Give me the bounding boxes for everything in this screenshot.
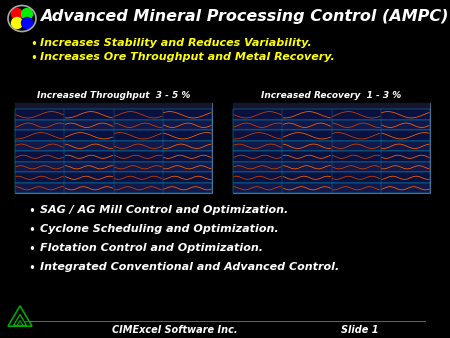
Bar: [233, 172, 430, 183]
Text: •: •: [28, 224, 35, 237]
Text: CIMExcel Software Inc.: CIMExcel Software Inc.: [112, 325, 238, 335]
Bar: [15, 120, 212, 130]
Bar: [233, 141, 430, 151]
Text: Cyclone Scheduling and Optimization.: Cyclone Scheduling and Optimization.: [40, 224, 279, 234]
Text: Increases Ore Throughput and Metal Recovery.: Increases Ore Throughput and Metal Recov…: [40, 52, 335, 62]
Text: Increases Stability and Reduces Variability.: Increases Stability and Reduces Variabil…: [40, 38, 312, 48]
Text: •: •: [28, 205, 35, 218]
Text: Slide 1: Slide 1: [341, 325, 379, 335]
Text: Advanced Mineral Processing Control (AMPC): Advanced Mineral Processing Control (AMP…: [40, 9, 449, 24]
Bar: [233, 109, 430, 120]
Bar: [233, 151, 430, 162]
Bar: [15, 151, 212, 162]
Bar: [233, 120, 430, 130]
Bar: [233, 162, 430, 172]
Text: Flotation Control and Optimization.: Flotation Control and Optimization.: [40, 243, 263, 253]
Bar: [15, 103, 212, 193]
Text: •: •: [28, 243, 35, 256]
Text: Increased Throughput  3 - 5 %: Increased Throughput 3 - 5 %: [37, 91, 190, 100]
Circle shape: [22, 8, 32, 20]
Bar: [15, 162, 212, 172]
Text: •: •: [30, 38, 37, 51]
Text: Increased Recovery  1 - 3 %: Increased Recovery 1 - 3 %: [261, 91, 401, 100]
Bar: [15, 172, 212, 183]
Circle shape: [22, 18, 32, 28]
Circle shape: [12, 8, 22, 20]
Bar: [233, 103, 430, 109]
Bar: [233, 183, 430, 193]
Circle shape: [12, 18, 22, 28]
Bar: [233, 103, 430, 193]
Text: Integrated Conventional and Advanced Control.: Integrated Conventional and Advanced Con…: [40, 262, 339, 272]
Text: •: •: [28, 262, 35, 275]
Text: •: •: [30, 52, 37, 65]
Bar: [15, 183, 212, 193]
Bar: [15, 130, 212, 141]
Bar: [233, 130, 430, 141]
Bar: [15, 141, 212, 151]
Text: SAG / AG Mill Control and Optimization.: SAG / AG Mill Control and Optimization.: [40, 205, 288, 215]
Bar: [15, 109, 212, 120]
Bar: [15, 103, 212, 109]
